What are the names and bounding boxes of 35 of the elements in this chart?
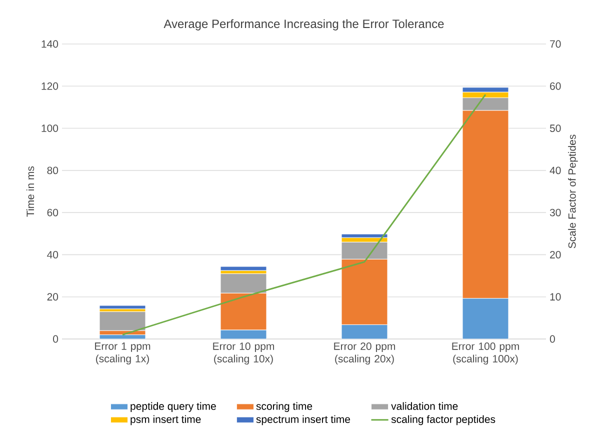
bar: [99, 305, 146, 310]
line-series: [122, 94, 486, 336]
bar: [341, 324, 388, 339]
y2-tick-label: 50: [550, 124, 561, 132]
y2-tick-label: 70: [550, 40, 561, 48]
y-tick-label: 60: [47, 208, 58, 216]
legend-label: scaling factor peptides: [391, 415, 496, 426]
y2-tick-label: 10: [550, 293, 561, 301]
bar: [462, 298, 509, 339]
x-tick-label: Error 20 ppm (scaling 20x): [334, 342, 396, 365]
x-tick-label: Error 10 ppm (scaling 10x): [213, 342, 274, 365]
bar: [220, 266, 267, 271]
legend-label: psm insert time: [130, 415, 201, 426]
y2-tick-label: 40: [550, 166, 561, 174]
y2-axis-title: Scale Factor of Peptides: [568, 134, 578, 248]
y-tick-label: 140: [42, 40, 58, 48]
y2-tick-label: 20: [550, 250, 561, 258]
legend-label: peptide query time: [130, 402, 216, 412]
y2-tick-label: 60: [550, 82, 561, 90]
y-axis-title: Time in ms: [26, 166, 34, 217]
legend-label: spectrum insert time: [256, 415, 350, 426]
legend-label: scoring time: [256, 402, 312, 412]
y-tick-label: 80: [47, 166, 58, 174]
legend-label: validation time: [391, 402, 458, 410]
x-tick-label: Error 1 ppm (scaling 1x): [95, 342, 150, 364]
y2-tick-label: 30: [550, 208, 561, 216]
y-tick-label: 100: [42, 124, 58, 132]
chart-title: Average Performance Increasing the Error Tolerance: [164, 19, 444, 30]
y-tick-label: 0: [53, 335, 58, 343]
y-tick-label: 40: [47, 250, 58, 258]
y-tick-label: 120: [42, 82, 58, 90]
y-tick-label: 20: [47, 293, 58, 301]
x-tick-label: Error 100 ppm (scaling 100x): [452, 342, 519, 365]
y2-tick-label: 0: [550, 335, 555, 343]
bar: [99, 311, 146, 331]
